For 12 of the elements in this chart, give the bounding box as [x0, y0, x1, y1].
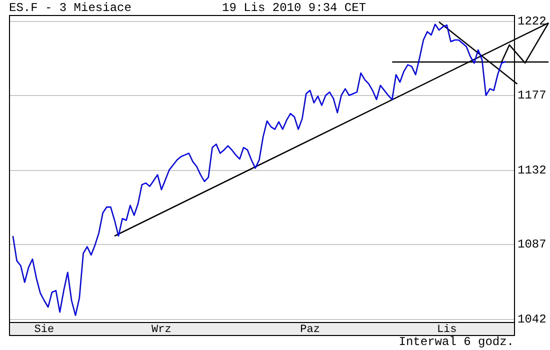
text: Interwal 6 godz. — [398, 335, 514, 349]
chart-subtitle: 19 Lis 2010 9:34 CET — [222, 1, 366, 15]
y-tick-label: 1042 — [518, 312, 546, 327]
y-tick-label: 1222 — [518, 14, 546, 29]
y-tick-label: 1087 — [518, 238, 546, 252]
x-tick-label: Wrz — [152, 324, 172, 336]
y-tick-label: 1132 — [518, 164, 546, 178]
x-tick-label: Lis — [436, 324, 457, 336]
x-tick-label: Sie — [34, 324, 54, 336]
chart-title: ES.F - 3 Miesiace — [9, 1, 132, 15]
x-tick-label: Paz — [300, 324, 320, 336]
y-tick-label: 1177 — [518, 88, 546, 103]
